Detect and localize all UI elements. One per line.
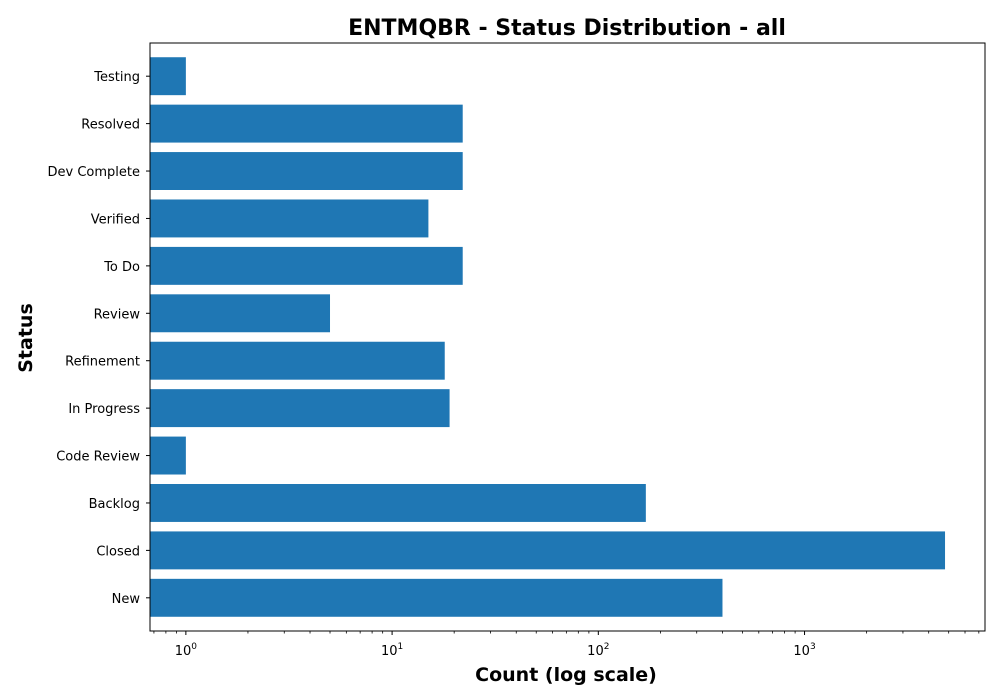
bars-group: [150, 57, 946, 617]
y-axis-ticks: New Closed Backlog Code Review In Progress Re…: [48, 70, 150, 607]
bar-in-progress: [150, 389, 450, 428]
x-tick-label: 101: [381, 642, 403, 659]
y-axis-label: Status: [15, 303, 37, 373]
y-tick-label: Review: [94, 307, 141, 322]
x-tick-label: 103: [793, 642, 815, 659]
plot-frame: [149, 42, 986, 632]
bar-closed: [150, 531, 946, 570]
bar-new: [150, 578, 723, 617]
bar-refinement: [150, 341, 445, 380]
y-tick-label: Verified: [91, 212, 140, 227]
bar-verified: [150, 199, 429, 238]
x-axis-label: Count (log scale): [475, 664, 657, 686]
y-tick-label: New: [112, 592, 141, 607]
y-tick-label: Testing: [93, 70, 140, 85]
y-tick-label: Dev Complete: [48, 165, 141, 180]
y-tick-label: To Do: [103, 260, 140, 275]
y-tick-label: Backlog: [89, 497, 140, 512]
x-tick-label: 100: [175, 642, 198, 659]
chart-title: ENTMQBR - Status Distribution - all: [348, 16, 786, 41]
y-tick-label: Resolved: [81, 118, 140, 133]
bar-testing: [150, 57, 186, 96]
y-tick-label: Refinement: [65, 355, 140, 370]
x-tick-label: 102: [587, 642, 609, 659]
bar-resolved: [150, 104, 463, 143]
y-tick-label: Code Review: [56, 450, 140, 465]
bar-code-review: [150, 436, 186, 475]
y-tick-label: Closed: [96, 544, 140, 559]
bar-to-do: [150, 246, 463, 285]
bar-dev-complete: [150, 152, 463, 190]
x-axis-ticks: 100 101 102 103: [153, 631, 980, 659]
y-tick-label: In Progress: [68, 402, 140, 417]
bar-review: [150, 294, 331, 333]
bar-backlog: [150, 484, 646, 522]
